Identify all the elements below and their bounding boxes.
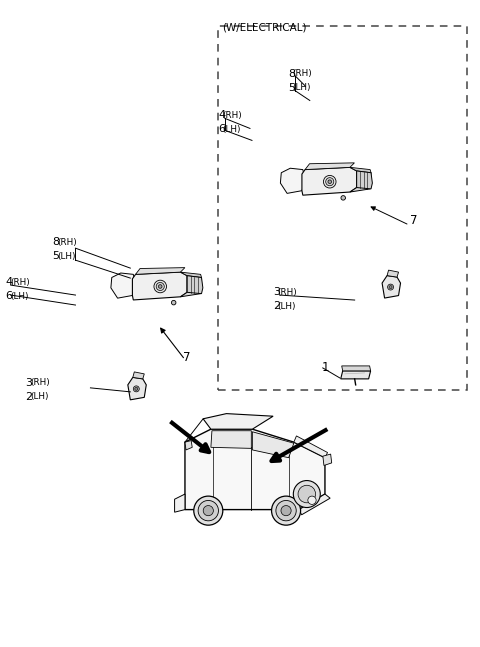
- Polygon shape: [342, 366, 371, 371]
- Circle shape: [328, 180, 332, 184]
- Polygon shape: [305, 163, 354, 170]
- Circle shape: [324, 175, 336, 188]
- Circle shape: [293, 481, 320, 507]
- Text: 3: 3: [25, 378, 33, 388]
- Circle shape: [203, 505, 214, 516]
- Polygon shape: [133, 372, 144, 379]
- Polygon shape: [111, 273, 135, 298]
- Bar: [219, 479, 227, 481]
- Text: (RH): (RH): [10, 278, 30, 287]
- Text: (LH): (LH): [277, 302, 296, 311]
- Polygon shape: [350, 168, 371, 173]
- Polygon shape: [350, 171, 371, 192]
- Text: (RH): (RH): [222, 111, 242, 120]
- Polygon shape: [187, 276, 203, 294]
- Text: 2: 2: [273, 301, 280, 311]
- Circle shape: [154, 280, 167, 292]
- Text: 6: 6: [218, 124, 225, 135]
- Circle shape: [194, 496, 223, 525]
- Polygon shape: [357, 171, 372, 189]
- Polygon shape: [341, 371, 371, 379]
- Polygon shape: [175, 494, 185, 512]
- Polygon shape: [211, 431, 252, 448]
- Text: 4: 4: [6, 277, 13, 287]
- Polygon shape: [299, 494, 330, 515]
- Text: 5: 5: [52, 251, 60, 261]
- Text: 8: 8: [288, 69, 295, 78]
- Bar: [218, 26, 468, 390]
- Circle shape: [308, 496, 316, 505]
- Circle shape: [198, 501, 218, 521]
- Polygon shape: [185, 429, 325, 510]
- Polygon shape: [294, 436, 327, 457]
- Polygon shape: [180, 276, 202, 297]
- Circle shape: [272, 496, 300, 525]
- Circle shape: [133, 386, 139, 392]
- Text: 2: 2: [25, 392, 33, 402]
- Circle shape: [156, 283, 164, 291]
- Text: 6: 6: [6, 291, 12, 301]
- Circle shape: [171, 300, 176, 305]
- Text: (W/ELECTRICAL): (W/ELECTRICAL): [222, 23, 307, 32]
- Polygon shape: [128, 377, 146, 400]
- Circle shape: [341, 195, 346, 200]
- Text: (RH): (RH): [30, 378, 50, 388]
- Text: (LH): (LH): [222, 125, 241, 134]
- Text: (LH): (LH): [292, 83, 311, 92]
- Polygon shape: [387, 270, 398, 277]
- Text: 4: 4: [218, 111, 225, 120]
- Text: (LH): (LH): [10, 292, 29, 301]
- Text: (RH): (RH): [277, 287, 297, 296]
- Polygon shape: [280, 168, 305, 193]
- Circle shape: [281, 505, 291, 516]
- Polygon shape: [323, 454, 332, 465]
- Polygon shape: [252, 432, 294, 457]
- Text: 7: 7: [183, 351, 191, 364]
- Text: (RH): (RH): [57, 237, 77, 247]
- Text: 7: 7: [409, 214, 417, 226]
- Circle shape: [389, 285, 392, 289]
- Polygon shape: [203, 413, 273, 429]
- Text: (LH): (LH): [30, 392, 48, 401]
- Circle shape: [276, 501, 296, 521]
- Circle shape: [158, 285, 162, 289]
- Text: (LH): (LH): [57, 252, 75, 261]
- Polygon shape: [135, 268, 185, 274]
- Text: 3: 3: [273, 287, 280, 297]
- Circle shape: [387, 284, 394, 290]
- Text: 1: 1: [322, 362, 329, 375]
- Polygon shape: [302, 168, 357, 195]
- Circle shape: [326, 178, 334, 186]
- Polygon shape: [132, 272, 187, 300]
- Polygon shape: [185, 441, 192, 450]
- Polygon shape: [180, 272, 202, 278]
- Bar: [260, 479, 269, 481]
- Text: 8: 8: [52, 237, 60, 247]
- Circle shape: [135, 388, 138, 390]
- Polygon shape: [382, 276, 400, 298]
- Text: 5: 5: [288, 83, 295, 93]
- Circle shape: [298, 485, 315, 503]
- Text: (RH): (RH): [292, 69, 312, 78]
